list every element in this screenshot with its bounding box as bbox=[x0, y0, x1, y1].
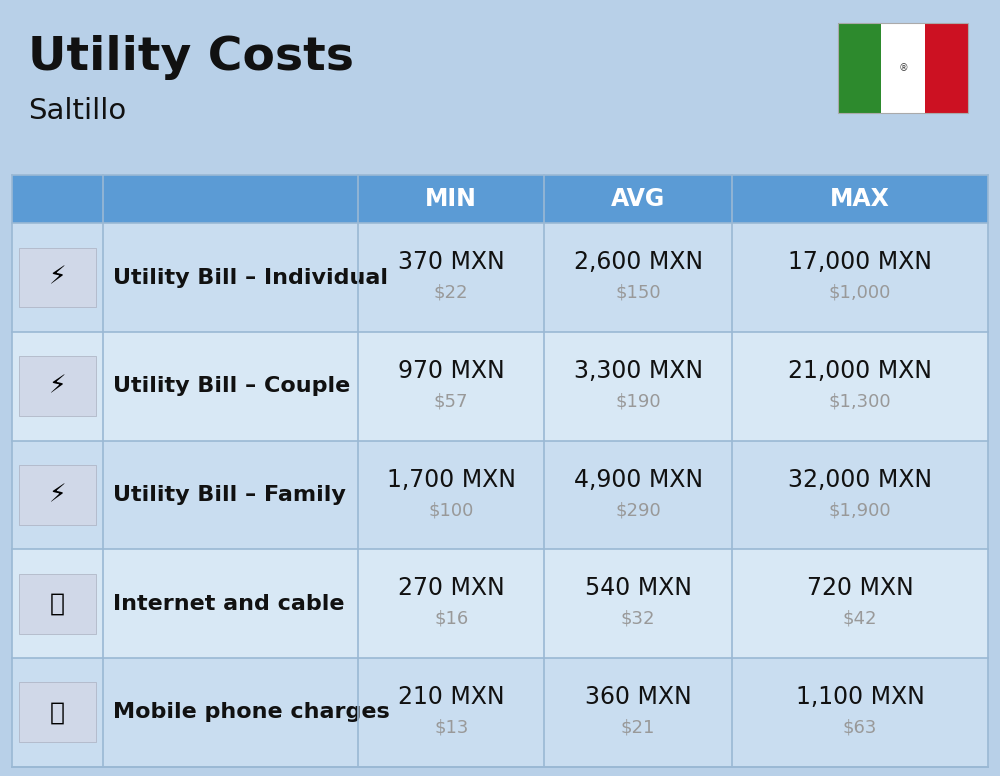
Text: $150: $150 bbox=[615, 284, 661, 302]
Text: $22: $22 bbox=[434, 284, 468, 302]
Text: $100: $100 bbox=[429, 501, 474, 519]
Bar bbox=[19, 465, 96, 525]
Text: 1,100 MXN: 1,100 MXN bbox=[796, 685, 925, 709]
Text: 2,600 MXN: 2,600 MXN bbox=[574, 251, 703, 274]
Text: 3,300 MXN: 3,300 MXN bbox=[574, 359, 703, 383]
Text: 210 MXN: 210 MXN bbox=[398, 685, 505, 709]
Bar bbox=[12, 658, 988, 767]
Text: 17,000 MXN: 17,000 MXN bbox=[788, 251, 932, 274]
Text: $190: $190 bbox=[615, 393, 661, 411]
Bar bbox=[358, 175, 544, 223]
Text: 970 MXN: 970 MXN bbox=[398, 359, 505, 383]
Bar bbox=[881, 23, 925, 113]
Bar bbox=[12, 332, 988, 441]
Text: ⚡: ⚡ bbox=[49, 483, 66, 507]
Text: MAX: MAX bbox=[830, 187, 890, 211]
Bar bbox=[732, 175, 988, 223]
Text: 1,700 MXN: 1,700 MXN bbox=[387, 468, 516, 492]
Text: 21,000 MXN: 21,000 MXN bbox=[788, 359, 932, 383]
Text: 4,900 MXN: 4,900 MXN bbox=[574, 468, 703, 492]
Text: Utility Costs: Utility Costs bbox=[28, 35, 354, 80]
Bar bbox=[12, 441, 988, 549]
Text: 32,000 MXN: 32,000 MXN bbox=[788, 468, 932, 492]
Bar bbox=[12, 223, 988, 332]
Text: ®: ® bbox=[898, 63, 908, 73]
Text: Internet and cable: Internet and cable bbox=[113, 594, 344, 614]
Text: 📱: 📱 bbox=[50, 700, 65, 724]
Bar bbox=[19, 682, 96, 742]
Text: $13: $13 bbox=[434, 719, 468, 736]
Bar bbox=[12, 549, 988, 658]
Text: Utility Bill – Couple: Utility Bill – Couple bbox=[113, 376, 350, 397]
Text: $42: $42 bbox=[843, 610, 877, 628]
Bar bbox=[925, 23, 968, 113]
Bar bbox=[19, 573, 96, 633]
Text: $16: $16 bbox=[434, 610, 468, 628]
Text: ⚡: ⚡ bbox=[49, 265, 66, 289]
Bar bbox=[838, 23, 881, 113]
Bar bbox=[12, 175, 103, 223]
Text: $21: $21 bbox=[621, 719, 655, 736]
Text: MIN: MIN bbox=[425, 187, 477, 211]
Text: $1,300: $1,300 bbox=[829, 393, 891, 411]
Bar bbox=[103, 175, 358, 223]
Text: Utility Bill – Individual: Utility Bill – Individual bbox=[113, 268, 388, 287]
Bar bbox=[19, 248, 96, 307]
Text: Utility Bill – Family: Utility Bill – Family bbox=[113, 485, 346, 505]
Text: Saltillo: Saltillo bbox=[28, 97, 126, 125]
Text: $63: $63 bbox=[843, 719, 877, 736]
Bar bbox=[19, 356, 96, 416]
Text: $290: $290 bbox=[615, 501, 661, 519]
Text: Mobile phone charges: Mobile phone charges bbox=[113, 702, 390, 722]
Bar bbox=[838, 23, 968, 113]
Text: 370 MXN: 370 MXN bbox=[398, 251, 505, 274]
Text: $32: $32 bbox=[621, 610, 655, 628]
Text: $1,900: $1,900 bbox=[829, 501, 891, 519]
Text: 270 MXN: 270 MXN bbox=[398, 577, 505, 601]
Text: $57: $57 bbox=[434, 393, 468, 411]
Text: 720 MXN: 720 MXN bbox=[807, 577, 914, 601]
Text: 📡: 📡 bbox=[50, 591, 65, 615]
Bar bbox=[544, 175, 732, 223]
Text: ⚡: ⚡ bbox=[49, 374, 66, 398]
Text: 540 MXN: 540 MXN bbox=[585, 577, 692, 601]
Text: $1,000: $1,000 bbox=[829, 284, 891, 302]
Text: AVG: AVG bbox=[611, 187, 665, 211]
Text: 360 MXN: 360 MXN bbox=[585, 685, 691, 709]
